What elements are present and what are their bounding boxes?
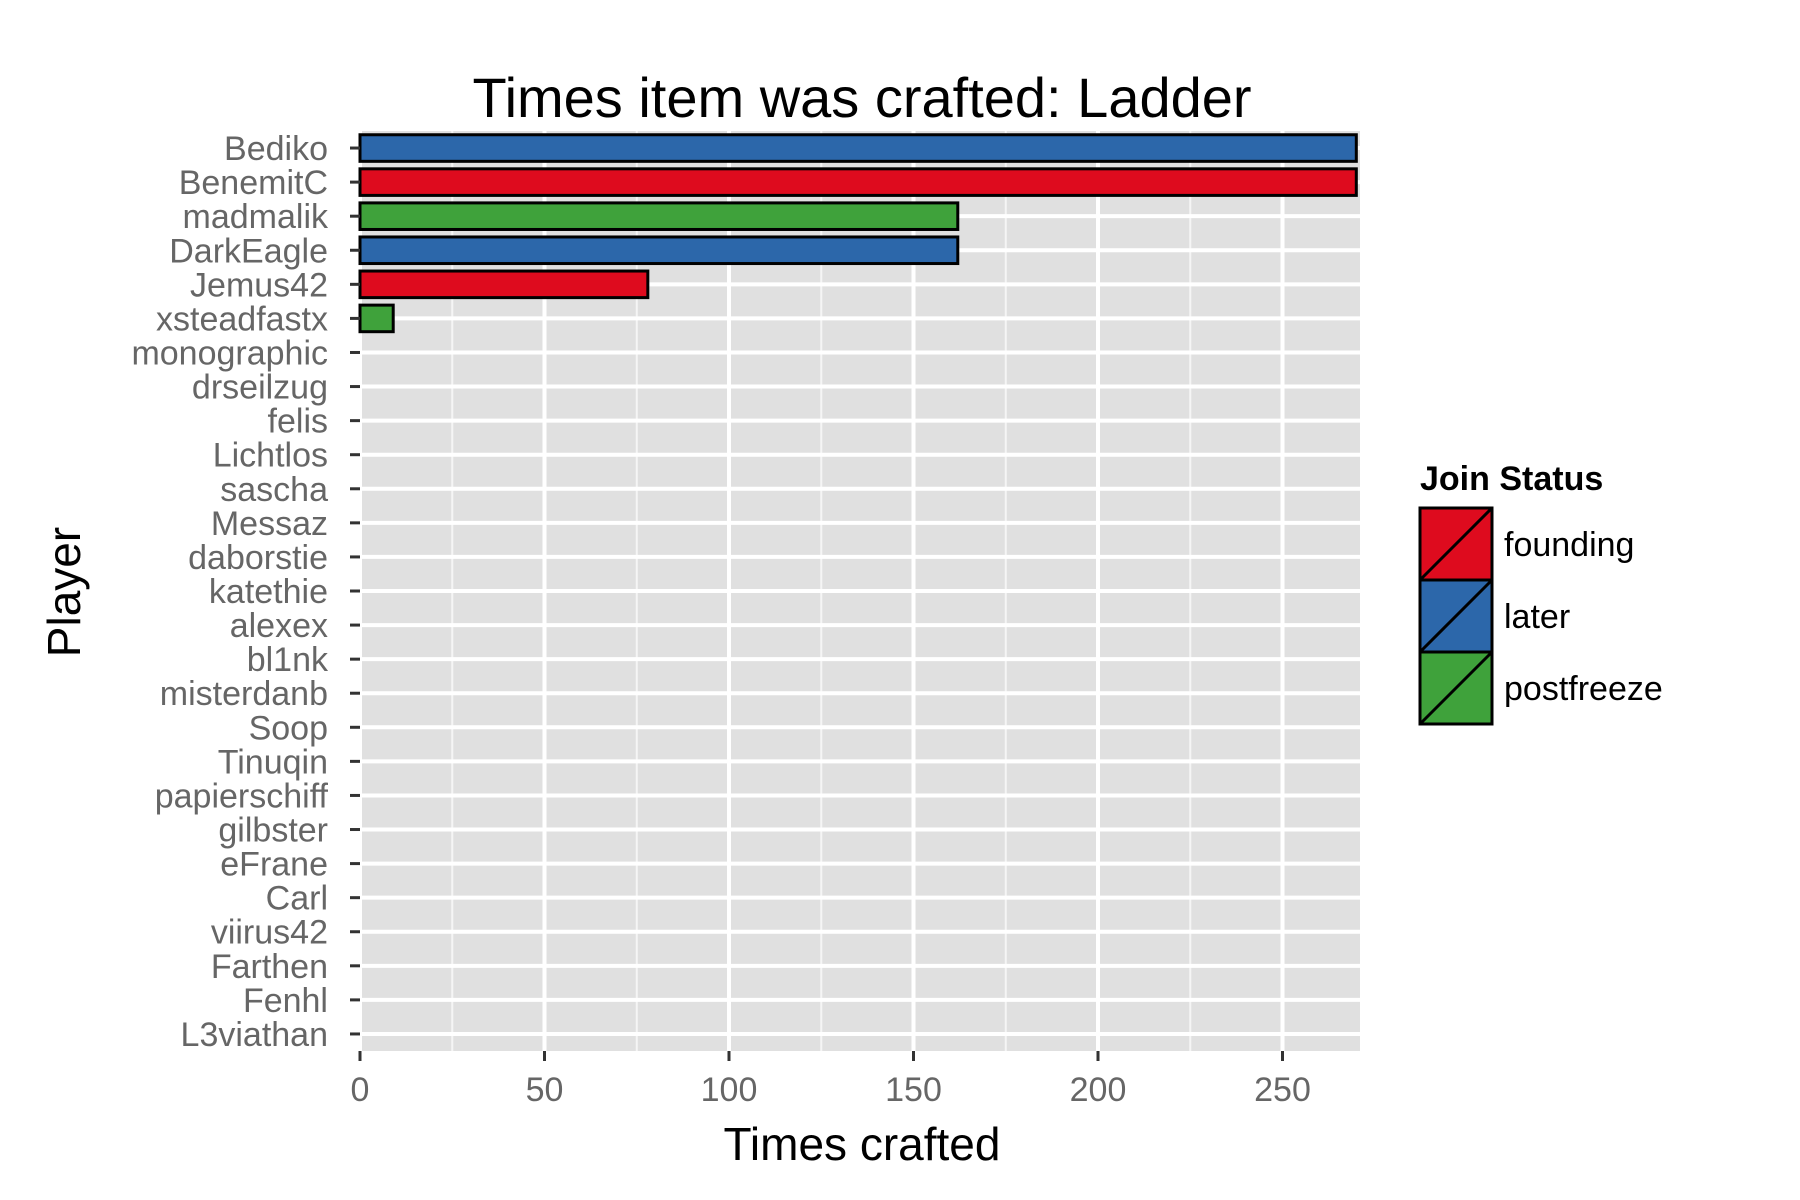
legend-label-later: later: [1504, 598, 1570, 636]
y-tick-label: Bediko: [224, 130, 328, 168]
x-tick-label: 0: [351, 1071, 370, 1109]
legend-label-founding: founding: [1504, 526, 1634, 564]
y-tick-label: gilbster: [218, 812, 328, 850]
y-tick-label: eFrane: [220, 846, 328, 884]
y-tick-label: DarkEagle: [169, 232, 328, 270]
y-tick-label: katethie: [209, 573, 328, 611]
y-axis-title: Player: [38, 527, 90, 657]
chart-title: Times item was crafted: Ladder: [472, 66, 1251, 129]
y-tick-label: Soop: [249, 709, 328, 747]
y-tick-label: Lichtlos: [213, 437, 328, 475]
y-tick-label: xsteadfastx: [156, 300, 328, 338]
x-tick-label: 100: [701, 1071, 758, 1109]
legend-key-slash: [1418, 506, 1494, 582]
y-tick-label: drseilzug: [192, 369, 328, 407]
y-tick-label: sascha: [220, 471, 328, 509]
y-tick-label: Farthen: [211, 948, 328, 986]
y-tick-label: madmalik: [183, 198, 329, 236]
y-tick-label: alexex: [230, 607, 328, 645]
y-tick-label: L3viathan: [181, 1016, 328, 1054]
y-axis: BedikoBenemitCmadmalikDarkEagleJemus42xs…: [131, 130, 360, 1054]
y-tick-label: monographic: [131, 334, 328, 372]
y-tick-label: Carl: [266, 880, 328, 918]
bar-DarkEagle: [358, 235, 960, 266]
y-tick-label: Fenhl: [243, 982, 328, 1020]
y-tick-label: daborstie: [188, 539, 328, 577]
x-tick-label: 150: [885, 1071, 942, 1109]
bar-madmalik: [358, 201, 960, 231]
gridlines: [358, 131, 1360, 1051]
y-tick-label: Tinuqin: [218, 743, 328, 781]
y-tick-label: felis: [268, 403, 328, 441]
bar-xsteadfastx: [358, 303, 395, 334]
x-tick-label: 250: [1254, 1071, 1311, 1109]
legend-key-slash: [1418, 578, 1494, 654]
y-tick-label: Messaz: [211, 505, 328, 543]
x-axis: 0 50 100 150 200 250: [351, 1051, 1311, 1109]
y-tick-label: papierschiff: [155, 777, 329, 815]
x-tick-label: 50: [526, 1071, 564, 1109]
bar-BenemitC: [358, 167, 1358, 197]
x-axis-title: Times crafted: [724, 1118, 1001, 1170]
bars: [358, 133, 1358, 334]
legend-key-slash: [1418, 650, 1494, 726]
y-tick-label: BenemitC: [179, 164, 328, 202]
y-tick-label: viirus42: [211, 914, 328, 952]
legend: Join Status founding later postfreeze: [1418, 460, 1663, 726]
y-tick-label: Jemus42: [190, 266, 328, 304]
bar-Jemus42: [358, 269, 650, 300]
y-tick-label: misterdanb: [160, 675, 328, 713]
bar-Bediko: [358, 133, 1358, 163]
legend-title: Join Status: [1420, 460, 1603, 498]
legend-label-postfreeze: postfreeze: [1504, 670, 1663, 708]
y-tick-label: bl1nk: [247, 641, 329, 679]
legend-items: founding later postfreeze: [1418, 506, 1663, 726]
x-tick-label: 200: [1070, 1071, 1127, 1109]
